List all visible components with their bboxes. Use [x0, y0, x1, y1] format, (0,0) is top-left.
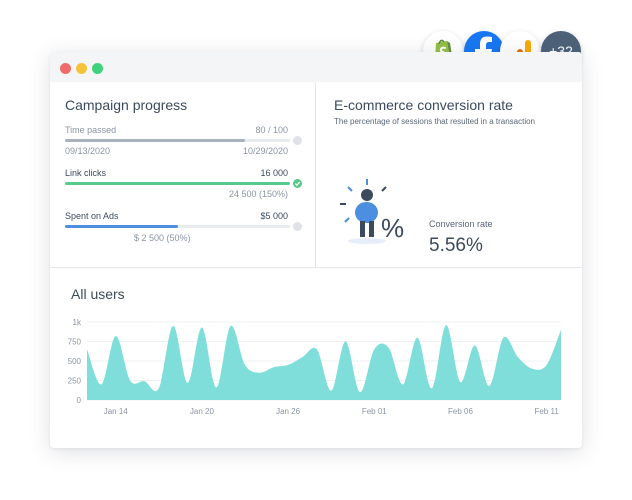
spent-on-ads-bar [65, 225, 178, 228]
all-users-widget[interactable]: All users 0 250 500 750 1k Jan 14 Jan 20 Jan 26… [50, 268, 582, 448]
conversion-title: E-commerce conversion rate [334, 97, 513, 113]
link-clicks-goal: 24 500 (150%) [228, 189, 288, 199]
minimize-window-icon[interactable] [76, 63, 87, 74]
conversion-metric-value: 5.56% [429, 235, 483, 256]
time-passed-label: Time passed [65, 125, 117, 135]
y-tick-label: 1k [73, 318, 82, 327]
x-tick-label: Jan 20 [190, 407, 215, 416]
x-tick-label: Jan 14 [104, 407, 129, 416]
campaign-title: Campaign progress [65, 97, 188, 113]
x-tick-label: Jan 26 [276, 407, 301, 416]
maximize-window-icon[interactable] [92, 63, 103, 74]
y-tick-label: 250 [68, 377, 82, 386]
y-tick-label: 500 [68, 357, 82, 366]
spent-on-ads-track [65, 225, 290, 228]
spent-status-icon [293, 222, 302, 231]
link-clicks-track [65, 182, 290, 185]
spent-on-ads-goal: $ 2 500 (50%) [134, 233, 191, 243]
link-clicks-bar [65, 182, 290, 185]
dashboard-window: Campaign progress Time passed 80 / 100 0… [50, 52, 582, 448]
start-date: 09/13/2020 [65, 146, 111, 156]
users-area-series [87, 325, 561, 400]
x-tick-label: Feb 06 [448, 407, 473, 416]
time-passed-track [65, 139, 290, 142]
campaign-progress-widget[interactable]: Campaign progress Time passed 80 / 100 0… [50, 82, 316, 268]
y-tick-label: 750 [68, 338, 82, 347]
time-passed-bar [65, 139, 245, 142]
all-users-title: All users [71, 286, 125, 302]
x-tick-label: Feb 01 [362, 407, 387, 416]
check-circle-icon [293, 179, 302, 188]
conversion-subtitle: The percentage of sessions that resulted… [334, 117, 536, 126]
link-clicks-value: 16 000 [260, 168, 288, 178]
conversion-metric-label: Conversion rate [429, 219, 493, 229]
conversion-rate-widget[interactable]: E-commerce conversion rate The percentag… [316, 82, 582, 268]
link-clicks-label: Link clicks [65, 168, 107, 178]
x-tick-label: Feb 11 [534, 407, 559, 416]
window-titlebar [50, 52, 582, 82]
end-date: 10/29/2020 [242, 146, 288, 156]
all-users-chart: 0 250 500 750 1k Jan 14 Jan 20 Jan 26 Feb 01 Feb … [68, 318, 561, 416]
person-percent-illustration [340, 179, 387, 244]
spent-on-ads-value: $5 000 [260, 211, 288, 221]
time-passed-value: 80 / 100 [255, 125, 288, 135]
spent-on-ads-label: Spent on Ads [65, 211, 119, 221]
percent-glyph: % [381, 213, 405, 243]
close-window-icon[interactable] [60, 63, 71, 74]
y-tick-label: 0 [77, 396, 82, 405]
time-passed-status-icon [293, 136, 302, 145]
